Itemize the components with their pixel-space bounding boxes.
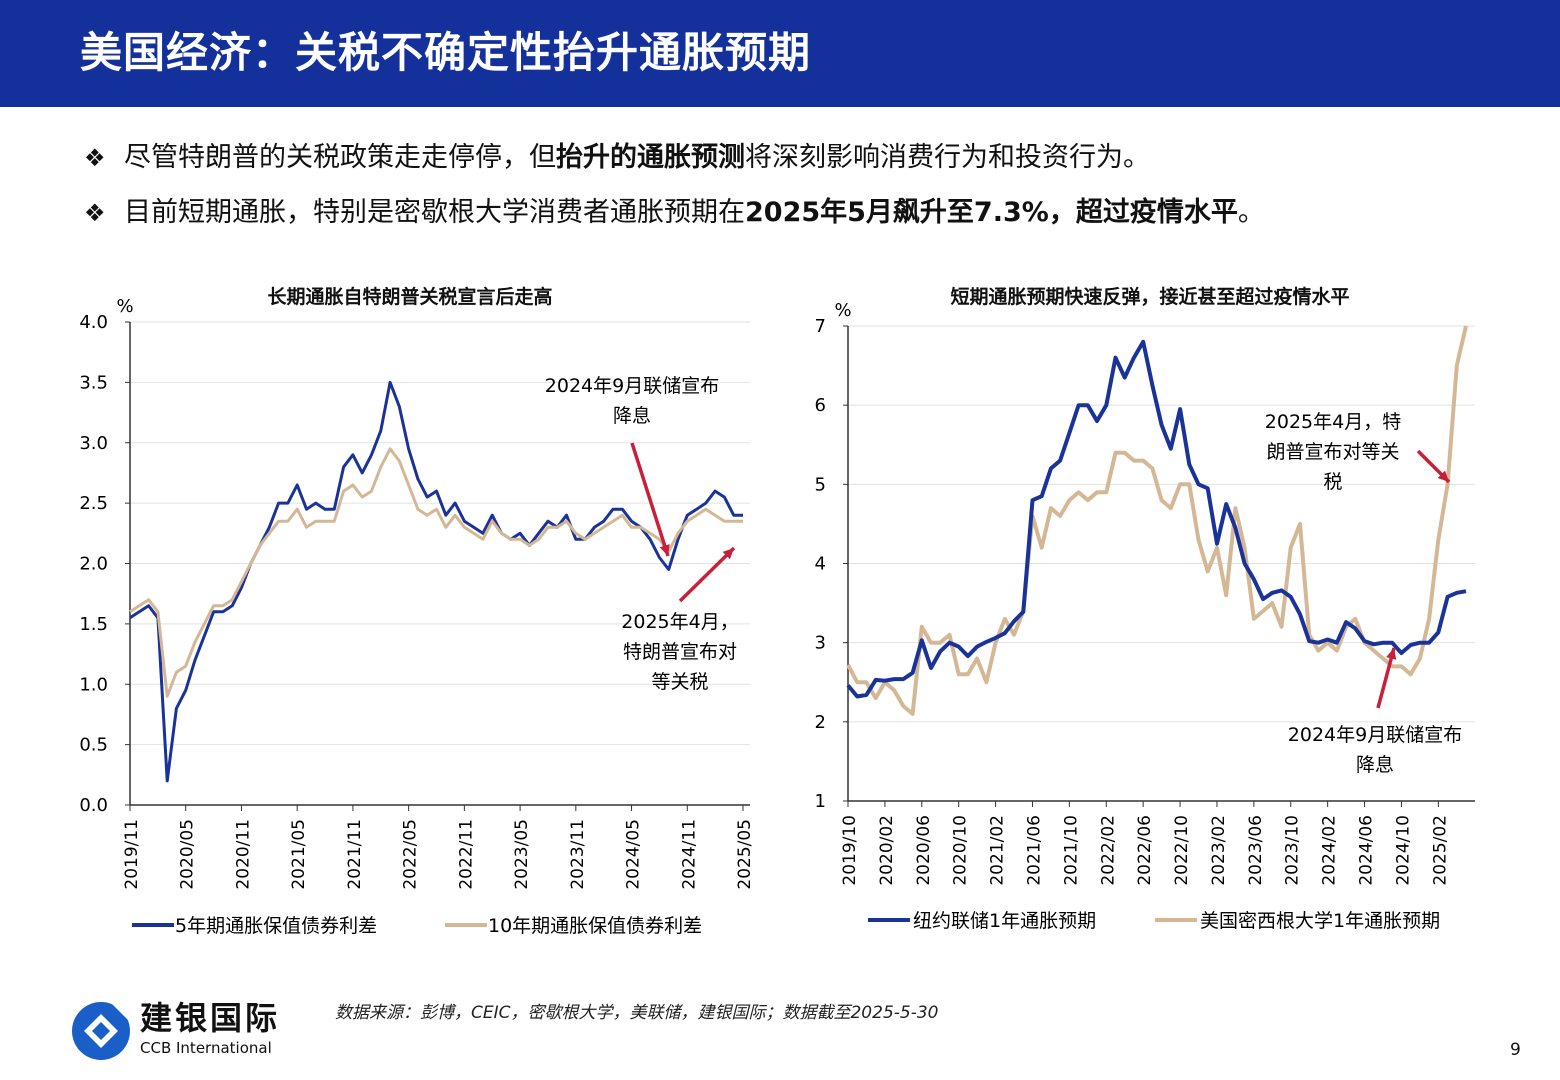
- y-tick-label: 7: [815, 316, 826, 337]
- diamond-bullet-icon: ❖: [84, 144, 106, 172]
- bullet-2: ❖ 目前短期通胀，特别是密歇根大学消费者通胀预期在2025年5月飙升至7.3%，超…: [84, 197, 1265, 229]
- y-tick-label: 3.0: [79, 433, 108, 454]
- bullet-text: 。: [1237, 197, 1265, 228]
- y-tick-label: 0.0: [79, 795, 108, 816]
- x-tick-label: 2019/10: [840, 815, 860, 886]
- x-tick-label: 2023/10: [1283, 815, 1303, 886]
- y-tick-label: 2: [815, 712, 826, 733]
- x-tick-label: 2021/11: [345, 819, 365, 890]
- logo-text-cn: 建银国际: [140, 999, 281, 1037]
- x-tick-label: 2024/10: [1393, 815, 1413, 886]
- x-tick-label: 2024/11: [679, 819, 699, 890]
- annotation-text: 朗普宣布对等关: [1266, 441, 1399, 463]
- annotation-text: 降息: [613, 405, 651, 427]
- ccb-logo-icon: [70, 1000, 132, 1066]
- y-tick-label: 3: [815, 633, 826, 654]
- series-line-2: [846, 325, 1468, 716]
- arrowhead-icon: [1386, 648, 1397, 660]
- y-tick-label: 4.0: [79, 312, 108, 333]
- x-tick-label: 2021/10: [1061, 815, 1081, 886]
- x-tick-label: 2025/05: [735, 819, 755, 890]
- x-tick-label: 2024/05: [624, 819, 644, 890]
- bullet-bold: 2025年5月飙升至7.3%，超过疫情水平: [745, 197, 1238, 228]
- logo-text-en: CCB International: [140, 1039, 272, 1057]
- x-tick-label: 2021/02: [988, 815, 1008, 886]
- x-tick-label: 2020/11: [233, 819, 253, 890]
- x-tick-label: 2025/02: [1430, 815, 1450, 886]
- x-tick-label: 2022/02: [1098, 815, 1118, 886]
- legend-label: 10年期通胀保值债券利差: [488, 915, 702, 937]
- bullet-bold: 抬升的通胀预测: [556, 142, 745, 173]
- x-tick-label: 2024/02: [1320, 815, 1340, 886]
- annotation-arrow: [678, 546, 736, 603]
- chart-title-left: 长期通胀自特朗普关税宣言后走高: [267, 286, 553, 308]
- arrowhead-icon: [1437, 470, 1449, 482]
- x-tick-label: 2024/06: [1357, 815, 1377, 886]
- y-tick-label: 1: [815, 791, 826, 812]
- bullet-text: 尽管特朗普的关税政策走走停停，但: [124, 142, 556, 173]
- x-tick-label: 2022/10: [1172, 815, 1192, 886]
- diamond-bullet-icon: ❖: [84, 199, 106, 227]
- x-tick-label: 2023/06: [1246, 815, 1266, 886]
- y-tick-label: 5: [815, 474, 826, 495]
- y-tick-label: 2.5: [79, 493, 108, 514]
- y-tick-label: 4: [815, 554, 826, 575]
- data-source: 数据来源：彭博，CEIC，密歇根大学，美联储，建银国际；数据截至2025-5-3…: [335, 1003, 939, 1023]
- x-tick-label: 2020/02: [877, 815, 897, 886]
- annotation-text: 2024年9月联储宣布: [545, 375, 719, 397]
- series-line-2: [129, 447, 743, 698]
- bullet-text: 将深刻影响消费行为和投资行为。: [745, 142, 1150, 173]
- x-tick-label: 2021/05: [289, 819, 309, 890]
- x-tick-label: 2021/06: [1024, 815, 1044, 886]
- y-tick-label: 6: [815, 395, 826, 416]
- annotation-text: 税: [1323, 471, 1342, 493]
- y-tick-label: 3.5: [79, 372, 108, 393]
- y-axis-unit: %: [116, 296, 133, 317]
- page-number: 9: [1510, 1040, 1521, 1060]
- x-tick-label: 2020/10: [951, 815, 971, 886]
- x-tick-label: 2023/02: [1209, 815, 1229, 886]
- annotation-text: 降息: [1356, 754, 1394, 776]
- y-tick-label: 1.0: [79, 674, 108, 695]
- series-line-1: [846, 339, 1467, 699]
- legend-label: 纽约联储1年通胀预期: [913, 910, 1096, 932]
- annotation-text: 等关税: [651, 671, 708, 693]
- legend-label: 美国密西根大学1年通胀预期: [1200, 910, 1440, 932]
- y-tick-label: 1.5: [79, 614, 108, 635]
- y-tick-label: 2.0: [79, 554, 108, 575]
- annotation-text: 2025年4月，特: [1265, 411, 1401, 433]
- x-tick-label: 2020/05: [178, 819, 198, 890]
- annotation-text: 2024年9月联储宣布: [1288, 724, 1462, 746]
- x-tick-label: 2022/11: [456, 819, 476, 890]
- x-tick-label: 2019/11: [122, 819, 142, 890]
- x-tick-label: 2022/05: [401, 819, 421, 890]
- page-title: 美国经济：关税不确定性抬升通胀预期: [80, 28, 812, 77]
- bullet-text: 目前短期通胀，特别是密歇根大学消费者通胀预期在: [124, 197, 745, 228]
- chart-title-right: 短期通胀预期快速反弹，接近甚至超过疫情水平: [950, 286, 1350, 308]
- header-bar: 美国经济：关税不确定性抬升通胀预期: [0, 0, 1560, 107]
- annotation-text: 特朗普宣布对: [623, 641, 737, 663]
- annotation-text: 2025年4月，: [621, 611, 738, 633]
- x-tick-label: 2022/06: [1135, 815, 1155, 886]
- x-tick-label: 2023/11: [568, 819, 588, 890]
- y-axis-unit: %: [834, 300, 851, 321]
- bullet-1: ❖ 尽管特朗普的关税政策走走停停，但抬升的通胀预测将深刻影响消费行为和投资行为。: [84, 142, 1150, 174]
- x-tick-label: 2023/05: [512, 819, 532, 890]
- series-line-1: [129, 380, 743, 783]
- annotation-arrow: [630, 442, 670, 557]
- arrowhead-icon: [659, 544, 670, 556]
- y-tick-label: 0.5: [79, 735, 108, 756]
- arrowhead-icon: [722, 548, 734, 560]
- x-tick-label: 2020/06: [914, 815, 934, 886]
- legend-label: 5年期通胀保值债券利差: [175, 915, 377, 937]
